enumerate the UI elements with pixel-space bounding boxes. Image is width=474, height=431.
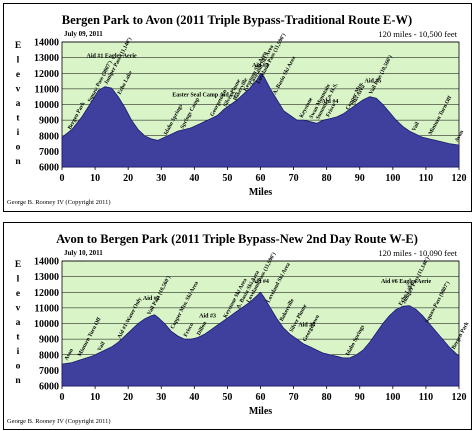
x-tick-label: 110	[419, 173, 433, 184]
x-tick-label: 50	[222, 173, 232, 184]
y-tick-label: 10000	[34, 100, 59, 111]
chart-panel-bergen-to-avon: Bergen Park to Avon (2011 Triple Bypass-…	[3, 3, 472, 212]
waypoint-label: Avon	[64, 347, 76, 361]
x-tick-label: 110	[419, 392, 433, 403]
x-tick-label: 0	[60, 173, 65, 184]
x-tick-label: 60	[256, 392, 266, 403]
y-tick-label: 12000	[34, 69, 59, 80]
elevation-profile-area	[61, 72, 460, 168]
chart-date: July 10, 2011	[64, 249, 103, 257]
waypoint-label: Easter Seal Camp Aid #2	[172, 93, 236, 99]
x-tick-label: 10	[90, 392, 100, 403]
x-tick-label: 90	[355, 173, 365, 184]
x-tick-label: 50	[222, 392, 232, 403]
y-tick-label: 11000	[35, 84, 59, 95]
chart-summary: 120 miles - 10,500 feet	[378, 29, 457, 39]
y-tick-label: 12000	[34, 288, 59, 299]
x-tick-label: 80	[322, 392, 332, 403]
y-tick-label: 6000	[39, 382, 59, 393]
waypoint-label: Vail	[411, 121, 421, 133]
credit-text: George B. Rooney IV (Copyright 2011)	[7, 199, 111, 206]
x-tick-label: 90	[355, 392, 365, 403]
waypoint-label: Aid #3	[199, 313, 216, 319]
x-tick-label: 40	[189, 173, 199, 184]
waypoint-label: Aid #4	[252, 279, 269, 285]
chart-title: Bergen Park to Avon (2011 Triple Bypass-…	[62, 13, 412, 27]
waypoint-label: Aid #4	[322, 99, 339, 105]
chart-date: July 09, 2011	[64, 30, 103, 38]
y-tick-label: 13000	[34, 53, 59, 64]
chart-panel-avon-to-bergen: Avon to Bergen Park (2011 Triple Bypass-…	[3, 222, 472, 430]
x-tick-label: 0	[60, 392, 65, 403]
waypoint-label: Aid #5	[298, 323, 315, 329]
x-tick-label: 10	[90, 173, 100, 184]
chart-title: Avon to Bergen Park (2011 Triple Bypass-…	[56, 232, 418, 246]
x-tick-label: 70	[289, 392, 299, 403]
waypoint-label: Aid #5	[365, 79, 382, 85]
x-tick-label: 30	[156, 392, 166, 403]
elevation-chart-w-e: Avon to Bergen Park (2011 Triple Bypass-…	[7, 232, 471, 425]
y-tick-label: 7000	[39, 147, 59, 158]
waypoint-label: Aid #3	[252, 63, 269, 69]
waypoint-label: Aid #1 Eagles Aerie	[87, 54, 137, 60]
x-tick-label: 60	[256, 173, 266, 184]
chart-summary: 120 miles - 10,090 feet	[378, 248, 457, 258]
waypoint-label: Aid #6 Eagles Aerie	[381, 279, 431, 285]
y-tick-label: 14000	[34, 257, 59, 268]
waypoint-label: Vail	[97, 341, 107, 353]
y-tick-label: 9000	[39, 116, 59, 127]
y-tick-label: 11000	[35, 303, 59, 314]
y-tick-label: 8000	[39, 131, 59, 142]
credit-text: George B. Rooney IV (Copyright 2011)	[7, 418, 111, 425]
elevation-profile-area	[61, 291, 460, 387]
x-tick-label: 20	[123, 392, 133, 403]
x-tick-label: 120	[452, 392, 467, 403]
x-tick-label: 30	[156, 173, 166, 184]
y-tick-label: 10000	[34, 319, 59, 330]
y-tick-label: 9000	[39, 335, 59, 346]
waypoint-label: Avon	[454, 129, 466, 143]
x-tick-label: 40	[189, 392, 199, 403]
x-tick-label: 100	[385, 173, 400, 184]
y-tick-label: 14000	[34, 38, 59, 49]
x-axis-label: Miles	[249, 406, 272, 417]
x-axis-label: Miles	[249, 187, 272, 198]
y-tick-label: 8000	[39, 350, 59, 361]
x-tick-label: 20	[123, 173, 133, 184]
y-tick-label: 13000	[34, 272, 59, 283]
y-tick-label: 6000	[39, 163, 59, 174]
x-tick-label: 70	[289, 173, 299, 184]
elevation-chart-e-w: Bergen Park to Avon (2011 Triple Bypass-…	[7, 13, 467, 206]
x-tick-label: 80	[322, 173, 332, 184]
waypoint-label: Aid #2	[143, 296, 160, 302]
x-tick-label: 120	[452, 173, 467, 184]
x-tick-label: 100	[385, 392, 400, 403]
y-tick-label: 7000	[39, 366, 59, 377]
